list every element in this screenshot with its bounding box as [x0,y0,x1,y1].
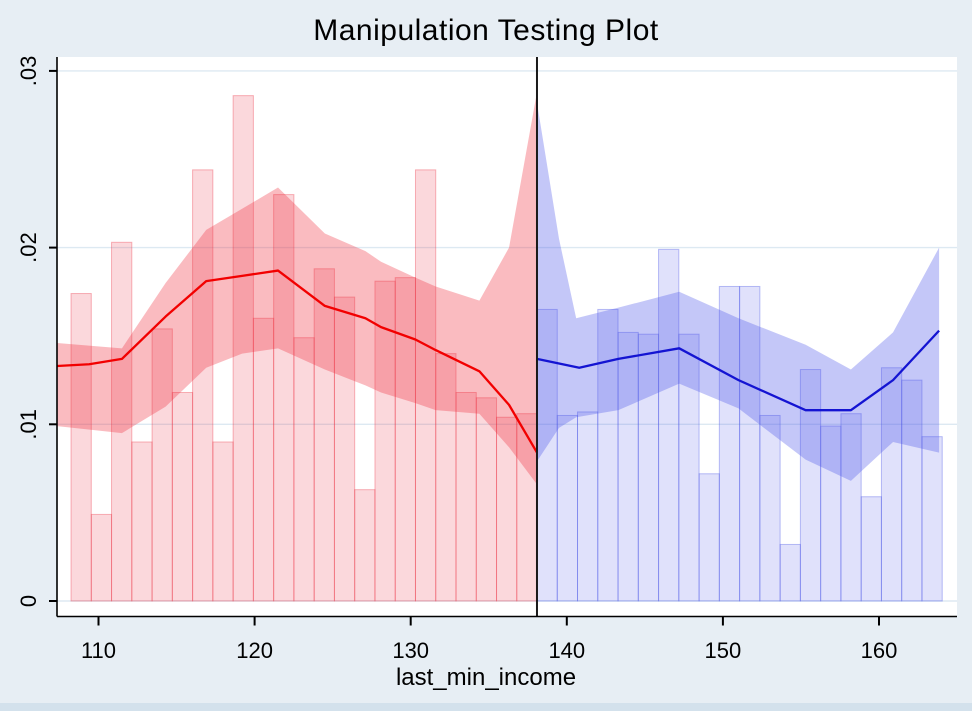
x-tick-label: 150 [705,638,742,663]
chart-title: Manipulation Testing Plot [313,14,659,47]
histogram-bar-left [151,328,173,602]
histogram-bar-left [333,296,356,602]
y-tick-label: 0 [16,595,41,607]
histogram-bar-left [70,293,92,602]
histogram-bar-left [354,489,376,602]
histogram-bar-right [860,496,882,602]
histogram-bar-right [840,413,862,602]
histogram-bar-left [455,391,477,602]
y-tick-label: .03 [16,56,41,87]
histogram-bar-left [313,268,335,602]
histogram-bar-right [799,369,822,602]
histogram-bar-left [232,95,254,602]
histogram-bar-left [475,397,498,602]
histogram-bar-right [637,333,660,602]
histogram-bar-right [556,414,579,602]
plot-area [57,57,957,617]
histogram-bar-right [718,285,741,602]
histogram-bar-left [273,194,295,602]
histogram-bar-left [111,241,133,602]
window-edge-strip [0,703,972,711]
histogram-bar-right [779,543,801,602]
histogram-bar-left [414,169,437,602]
histogram-bar-right [597,308,619,602]
histogram-bar-left [252,317,275,602]
histogram-bar-left [90,513,113,602]
histogram-bar-left [293,337,315,602]
y-tick-label: .01 [16,409,41,440]
histogram-bar-left [171,391,194,602]
x-tick-label: 140 [548,638,585,663]
histogram-bar-left [374,280,396,602]
histogram-bar-left [131,441,153,602]
histogram-bar-right [880,367,903,602]
x-tick-label: 130 [392,638,429,663]
histogram-bar-right [901,379,923,602]
histogram-bar-right [759,414,781,602]
histogram-bar-right [678,333,700,602]
histogram-bar-left [496,416,518,602]
histogram-bar-right [658,248,680,602]
histogram-bar-right [921,436,943,602]
density-line-right [536,329,940,412]
y-tick-label: .02 [16,232,41,263]
histogram-bar-left [192,169,214,602]
x-axis-title: last_min_income [395,664,577,691]
confidence-band-right [536,102,940,481]
x-tick-label: 110 [81,638,116,663]
histogram-bar-right [577,411,599,602]
histogram-bar-right [617,331,639,602]
histogram-bar-right [820,425,842,602]
histogram-bar-right [739,285,761,602]
x-tick-label: 120 [236,638,273,663]
x-tick-label: 160 [861,638,898,663]
density-line-left [57,269,538,454]
histogram-bar-left [212,441,234,602]
histogram-bar-left [435,353,457,602]
histogram-bar-left [394,277,416,602]
histogram-bar-right [698,473,720,602]
confidence-band-left [57,92,537,485]
